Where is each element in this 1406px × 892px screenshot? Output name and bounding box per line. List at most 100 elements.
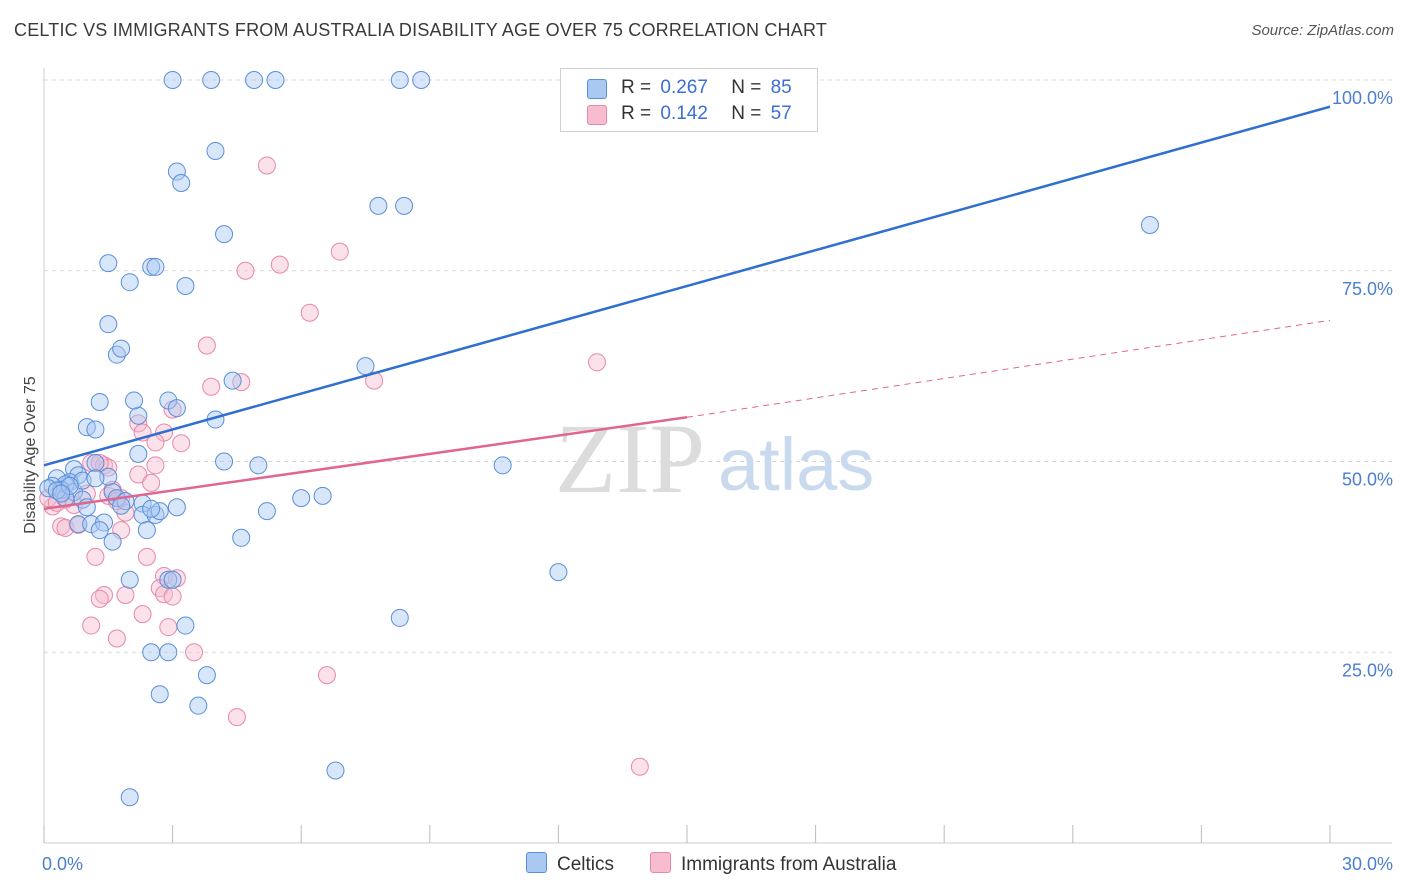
celtics-point: [493, 456, 512, 475]
celtics-point: [125, 391, 144, 410]
immigrants-point: [146, 456, 165, 475]
y-axis-label: Disability Age Over 75: [22, 376, 39, 534]
celtics-point: [395, 196, 414, 215]
celtics-point: [163, 71, 182, 89]
immigrants-point: [129, 414, 148, 433]
celtics-point: [120, 788, 139, 807]
y-tick-label: 75.0%: [1342, 279, 1393, 299]
immigrants-point: [142, 473, 161, 492]
celtics-point: [99, 315, 118, 334]
celtics-point: [223, 371, 242, 390]
celtics-point: [142, 643, 161, 662]
celtics-point: [257, 502, 276, 521]
celtics-point: [390, 608, 409, 627]
immigrants-point: [227, 708, 246, 727]
celtics-point: [176, 616, 195, 635]
immigrants-point: [185, 643, 204, 662]
celtics-point: [369, 196, 388, 215]
celtics-point: [120, 273, 139, 292]
celtics-point: [326, 761, 345, 780]
immigrants-point: [172, 434, 191, 453]
immigrants-legend-label: Immigrants from Australia: [681, 854, 897, 875]
celtics-point: [549, 563, 568, 582]
celtics-point: [146, 257, 165, 276]
celtics-point: [232, 528, 251, 547]
bottom-legend-immigrants: Immigrants from Australia: [650, 852, 896, 876]
celtics-point: [103, 532, 122, 551]
celtics-legend-swatch: [526, 852, 547, 873]
immigrants-point: [202, 377, 221, 396]
celtics-point: [390, 71, 409, 89]
immigrants-points: [39, 156, 649, 776]
celtics-swatch: [587, 79, 607, 99]
celtics-point: [206, 141, 225, 160]
celtics-r-label: R =: [621, 77, 652, 98]
immigrants-point: [317, 666, 336, 685]
immigrants-trend-line: [43, 416, 688, 511]
celtics-points: [39, 71, 1159, 807]
celtics-point: [167, 162, 186, 181]
celtics-point: [90, 392, 109, 411]
immigrants-point: [236, 261, 255, 280]
immigrants-legend-swatch: [650, 852, 671, 873]
celtics-point: [167, 399, 186, 418]
x-tick-label-max: 30.0%: [1342, 854, 1393, 874]
celtics-n-label: N =: [731, 77, 762, 98]
immigrants-point: [330, 242, 349, 261]
celtics-point: [86, 420, 105, 439]
immigrants-point: [129, 465, 148, 484]
celtics-point: [112, 339, 131, 358]
immigrants-point: [90, 589, 109, 608]
celtics-point: [159, 570, 178, 589]
watermark-zip: ZIP: [555, 403, 705, 514]
immigrants-point: [587, 353, 606, 372]
celtics-point: [249, 456, 268, 475]
immigrants-point: [107, 629, 126, 648]
trend-lines: [43, 105, 1331, 511]
immigrants-swatch: [587, 105, 607, 125]
celtics-point: [356, 357, 375, 376]
celtics-point: [245, 71, 264, 89]
immigrants-point: [116, 586, 135, 605]
celtics-point: [163, 570, 182, 589]
celtics-point: [215, 452, 234, 471]
chart-title: CELTIC VS IMMIGRANTS FROM AUSTRALIA DISA…: [14, 20, 828, 40]
celtics-point: [197, 666, 216, 685]
celtics-point: [86, 469, 105, 488]
gridlines: [44, 79, 1392, 653]
celtics-point: [129, 406, 148, 425]
immigrants-point: [197, 336, 216, 355]
immigrants-point: [86, 547, 105, 566]
immigrants-point: [90, 454, 109, 473]
tick-labels: 25.0% 50.0% 75.0% 100.0% 0.0% 30.0%: [42, 88, 1393, 874]
celtics-point: [142, 499, 161, 518]
celtics-point: [176, 277, 195, 296]
bottom-legend-celtics: Celtics: [526, 852, 614, 876]
celtics-point: [90, 521, 109, 540]
immigrants-n-value: 57: [770, 103, 792, 124]
x-tick-label-min: 0.0%: [42, 854, 83, 874]
celtics-point: [120, 570, 139, 589]
watermark: ZIP atlas: [555, 403, 874, 514]
celtics-point: [159, 643, 178, 662]
immigrants-n-label: N =: [731, 103, 762, 124]
watermark-atlas: atlas: [718, 423, 874, 506]
immigrants-point: [300, 303, 319, 322]
celtics-point: [86, 454, 105, 473]
source-label: Source: ZipAtlas.com: [1251, 22, 1394, 39]
celtics-point: [292, 489, 311, 508]
y-tick-label: 25.0%: [1342, 660, 1393, 680]
celtics-point: [167, 498, 186, 517]
celtics-point: [99, 254, 118, 273]
immigrants-point: [133, 605, 152, 624]
celtics-r-value: 0.267: [660, 77, 708, 98]
celtics-point: [52, 484, 71, 503]
immigrants-point: [137, 547, 156, 566]
celtics-point: [215, 225, 234, 244]
y-tick-label: 100.0%: [1332, 88, 1393, 108]
celtics-point: [129, 444, 148, 463]
celtics-point: [189, 696, 208, 715]
immigrants-point: [159, 618, 178, 637]
celtics-point: [172, 174, 191, 193]
